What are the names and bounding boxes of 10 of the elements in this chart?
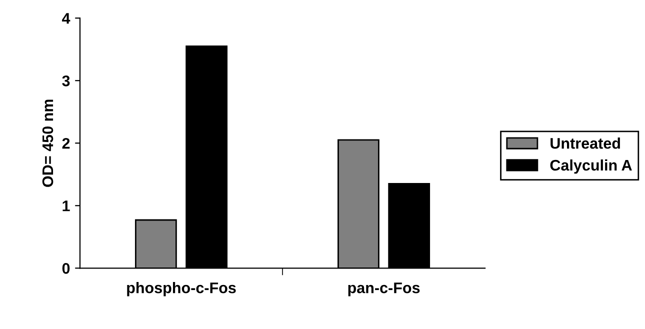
x-tick-label: phospho-c-Fos [127, 282, 236, 296]
x-tick-label: pan-c-Fos [348, 282, 420, 296]
y-tick-label: 0 [62, 263, 70, 274]
legend-label: Untreated [550, 138, 620, 149]
y-tick-label: 3 [62, 75, 70, 86]
y-tick-label: 2 [62, 138, 70, 149]
y-tick-label: 1 [62, 200, 70, 212]
y-tick-label: 4 [62, 13, 70, 24]
legend-label: Calyculin A [550, 159, 632, 174]
y-axis-title: OD= 450 nm [42, 100, 54, 187]
